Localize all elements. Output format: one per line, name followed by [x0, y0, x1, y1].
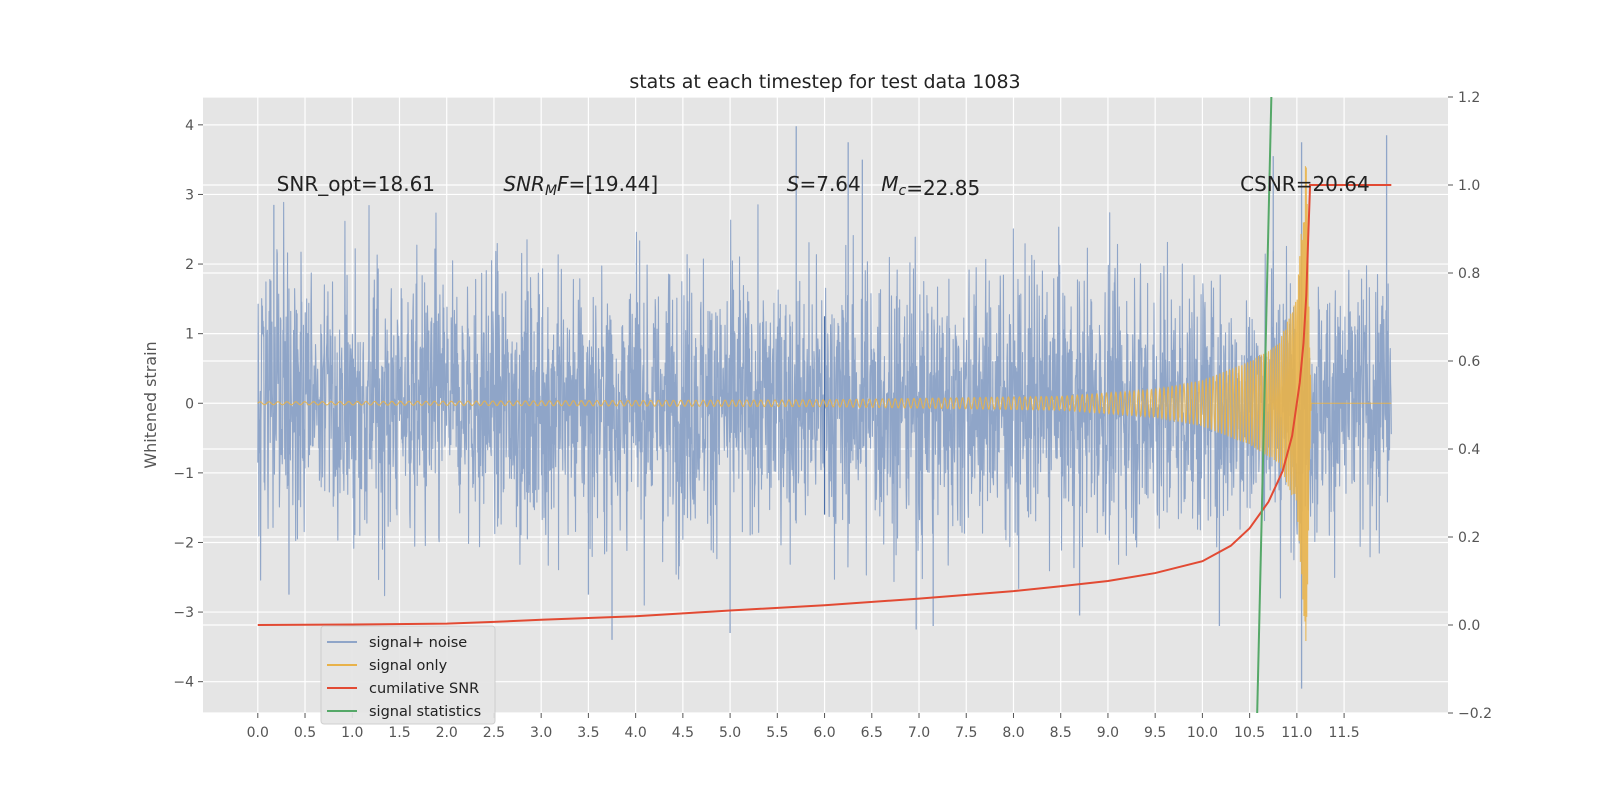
- y-tick-label: 2: [185, 257, 194, 273]
- x-tick-label: 2.0: [436, 725, 458, 741]
- series-cumulative-snr: [257, 184, 1392, 626]
- x-tick-label: 6.0: [813, 725, 835, 741]
- x-tick-label: 9.5: [1144, 725, 1166, 741]
- y-tick-label: 0: [185, 396, 194, 412]
- x-tick-label: 11.0: [1281, 725, 1312, 741]
- x-tick-label: 2.5: [483, 725, 505, 741]
- legend-label: signal only: [369, 658, 448, 674]
- x-tick-label: 10.5: [1234, 725, 1265, 741]
- annotation-text: SNR_opt=18.61: [277, 172, 435, 196]
- y-tick-label: 4: [185, 118, 194, 134]
- y-tick-label: −1: [173, 466, 194, 482]
- y2-tick-label: 0.4: [1458, 442, 1480, 458]
- y2-tick-label: 0.2: [1458, 530, 1480, 546]
- annotation-text: SNRMF=[19.44]: [503, 172, 658, 199]
- chart-title: stats at each timestep for test data 108…: [629, 71, 1020, 93]
- legend-label: signal statistics: [369, 704, 481, 720]
- annotation-text: S=7.64: [787, 172, 861, 196]
- x-tick-label: 1.5: [388, 725, 410, 741]
- y-tick-label: 1: [185, 327, 194, 343]
- x-tick-label: 7.5: [955, 725, 977, 741]
- right-y-axis-ticks: −0.2 0.0 0.2 0.4 0.6 0.8 1.0 1.2: [1448, 90, 1492, 722]
- data-layer: [257, 97, 1392, 713]
- x-tick-label: 7.0: [908, 725, 930, 741]
- x-tick-label: 4.5: [672, 725, 694, 741]
- y2-tick-label: 0.6: [1458, 354, 1480, 370]
- x-tick-label: 9.0: [1097, 725, 1119, 741]
- x-tick-label: 6.5: [861, 725, 883, 741]
- x-tick-label: 8.5: [1050, 725, 1072, 741]
- x-tick-label: 11.5: [1329, 725, 1360, 741]
- x-axis-ticks: 0.0 0.5 1.0 1.5 2.0 2.5 3.0 3.5 4.0 4.5 5.0 5.5 6.0 6…: [247, 713, 1360, 741]
- y2-tick-label: 0.0: [1458, 618, 1480, 634]
- x-tick-label: 10.0: [1187, 725, 1218, 741]
- y2-tick-label: −0.2: [1458, 706, 1492, 722]
- y-tick-label: −2: [173, 535, 194, 551]
- x-tick-label: 5.5: [766, 725, 788, 741]
- x-tick-label: 0.0: [247, 725, 269, 741]
- x-tick-label: 5.0: [719, 725, 741, 741]
- y-axis-ticks: −4 −3 −2 −1 0 1 2 3 4: [173, 118, 203, 691]
- y2-tick-label: 0.8: [1458, 266, 1480, 282]
- x-tick-label: 3.0: [530, 725, 552, 741]
- legend-label: cumilative SNR: [369, 681, 479, 697]
- y-tick-label: −3: [173, 605, 194, 621]
- series-signal-statistics: [1256, 97, 1273, 713]
- y-axis-label: Whitened strain: [141, 341, 160, 468]
- y2-tick-label: 1.0: [1458, 178, 1480, 194]
- x-tick-label: 1.0: [341, 725, 363, 741]
- y2-tick-label: 1.2: [1458, 90, 1480, 106]
- series-signal-only: [257, 166, 1392, 642]
- legend-label: signal+ noise: [369, 635, 467, 651]
- y-tick-label: −4: [173, 675, 194, 691]
- x-tick-label: 0.5: [294, 725, 316, 741]
- x-tick-label: 4.0: [624, 725, 646, 741]
- x-tick-label: 8.0: [1002, 725, 1024, 741]
- annotations: SNR_opt=18.61 SNRMF=[19.44] S=7.64 Mc=22.85…: [277, 172, 1370, 200]
- x-tick-label: 3.5: [577, 725, 599, 741]
- legend: signal+ noise signal only cumilative SNR si…: [320, 625, 496, 725]
- legend-box: [320, 625, 496, 725]
- y-tick-label: 3: [185, 187, 194, 203]
- annotation-text: CSNR=20.64: [1240, 172, 1370, 196]
- annotation-text: Mc=22.85: [881, 172, 980, 200]
